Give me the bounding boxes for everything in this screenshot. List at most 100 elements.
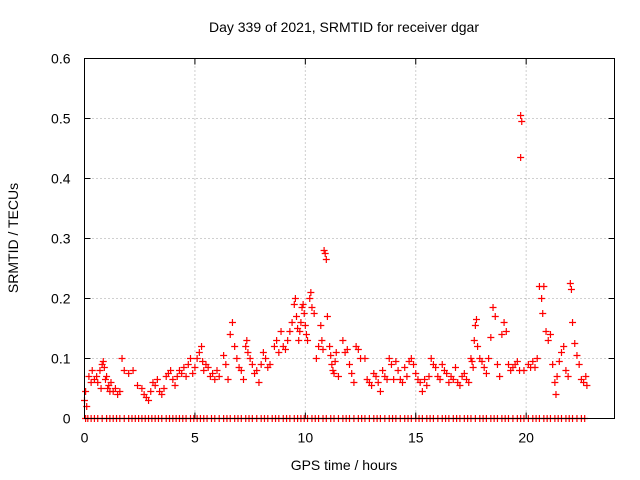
data-point — [443, 370, 451, 377]
data-point — [343, 346, 351, 353]
data-point — [259, 349, 267, 356]
data-point — [571, 340, 579, 347]
data-point — [582, 373, 590, 380]
data-point — [270, 343, 278, 350]
data-point — [299, 301, 307, 308]
data-point — [394, 367, 402, 374]
data-point — [551, 379, 559, 386]
data-point — [300, 310, 308, 317]
axis-ticks — [84, 58, 615, 419]
data-point — [222, 361, 230, 368]
data-point — [307, 289, 315, 296]
data-point — [88, 367, 96, 374]
data-point — [403, 373, 411, 380]
data-point — [456, 382, 464, 389]
data-point — [379, 367, 387, 374]
data-point — [505, 361, 512, 368]
data-point — [125, 370, 133, 377]
data-point — [539, 310, 547, 317]
data-point — [129, 367, 137, 374]
x-tick-label: 15 — [408, 430, 424, 446]
data-point — [471, 322, 479, 329]
data-point — [573, 352, 581, 359]
data-point — [387, 361, 395, 368]
data-point — [487, 334, 495, 341]
data-point — [288, 319, 296, 326]
data-point — [308, 304, 316, 311]
data-point — [518, 118, 526, 125]
data-point — [310, 310, 318, 317]
data-point — [198, 343, 206, 350]
data-point — [542, 328, 550, 335]
data-point — [193, 355, 201, 362]
data-point — [244, 349, 252, 356]
data-point — [96, 367, 104, 374]
data-point — [231, 343, 239, 350]
x-tick-label: 20 — [518, 430, 534, 446]
data-point — [566, 280, 574, 287]
x-axis-label: GPS time / hours — [291, 457, 398, 473]
y-tick-label: 0.1 — [51, 351, 71, 367]
data-point — [242, 343, 250, 350]
data-point — [470, 337, 478, 344]
data-point — [248, 361, 256, 368]
data-point — [334, 373, 342, 380]
data-point — [531, 364, 539, 371]
data-point — [480, 364, 488, 371]
data-point — [169, 376, 177, 383]
data-point — [281, 346, 289, 353]
data-point — [82, 388, 90, 395]
data-point — [147, 388, 155, 395]
data-point — [465, 379, 473, 386]
x-tick-labels: 0 5 10 15 20 — [81, 430, 535, 446]
data-point — [240, 376, 247, 383]
data-point — [266, 361, 274, 368]
data-point — [472, 316, 480, 323]
data-point — [93, 373, 101, 380]
data-point — [350, 379, 358, 386]
data-point — [145, 397, 153, 404]
data-point — [493, 361, 501, 368]
data-point — [312, 355, 320, 362]
data-point — [171, 382, 179, 389]
data-point — [291, 295, 299, 302]
data-point — [383, 376, 391, 383]
data-point — [158, 391, 166, 398]
data-point — [209, 370, 217, 377]
data-point — [134, 382, 141, 389]
data-point — [339, 337, 347, 344]
data-point — [277, 328, 285, 335]
data-point — [228, 319, 236, 326]
data-point — [438, 361, 446, 368]
data-point — [195, 349, 203, 356]
data-point — [182, 373, 190, 380]
x-tick-label: 5 — [191, 430, 199, 446]
data-point — [213, 367, 221, 374]
data-point — [427, 355, 435, 362]
data-point — [445, 379, 453, 386]
data-point — [331, 358, 339, 365]
data-point — [361, 355, 369, 362]
data-point — [97, 385, 105, 392]
data-point — [529, 358, 537, 365]
data-point — [425, 373, 433, 380]
data-point — [173, 373, 181, 380]
data-point — [575, 361, 583, 368]
data-point — [491, 313, 499, 320]
data-point — [348, 370, 356, 377]
data-point — [482, 370, 490, 377]
data-point — [237, 367, 245, 374]
data-point — [220, 352, 228, 359]
data-point — [138, 385, 146, 392]
data-point — [538, 295, 546, 302]
data-point — [290, 301, 298, 308]
data-point — [326, 343, 334, 350]
data-point — [85, 373, 93, 380]
data-point — [315, 343, 323, 350]
data-point — [284, 337, 292, 344]
data-point — [262, 355, 270, 362]
data-point — [346, 361, 353, 368]
data-point — [468, 358, 476, 365]
data-point — [474, 343, 482, 350]
data-point — [298, 304, 306, 311]
